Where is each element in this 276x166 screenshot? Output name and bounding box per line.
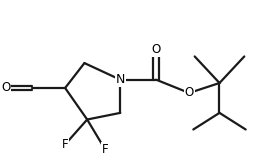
Text: N: N [116, 73, 125, 86]
Text: O: O [152, 43, 161, 56]
Text: O: O [185, 86, 194, 99]
Text: O: O [1, 82, 10, 94]
Text: F: F [102, 143, 108, 156]
Text: F: F [62, 138, 68, 151]
